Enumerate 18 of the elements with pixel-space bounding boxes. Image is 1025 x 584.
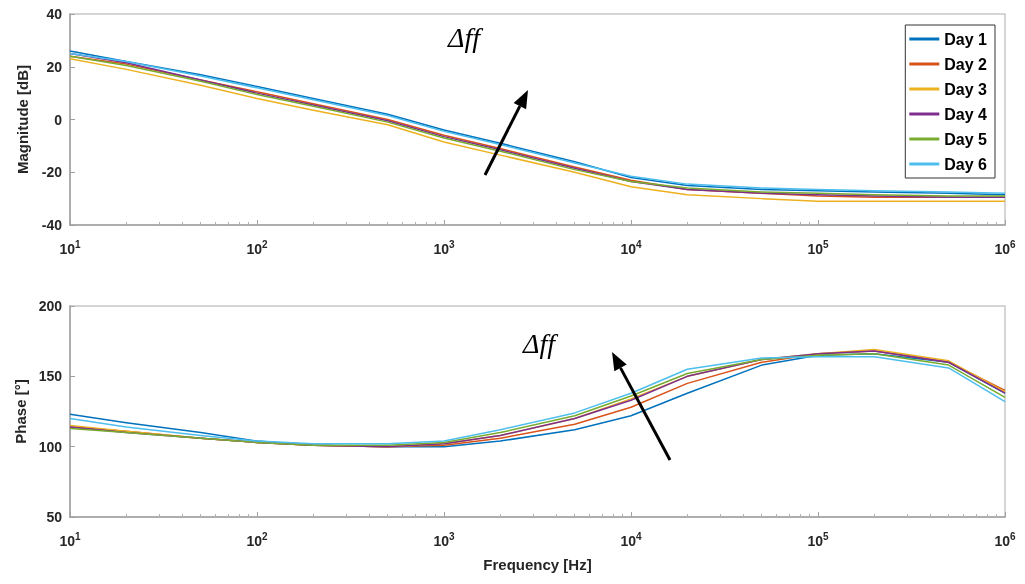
y-tick-label: 40 [46, 6, 63, 22]
y-tick-label: -40 [41, 217, 63, 233]
y-tick-label: -20 [41, 164, 63, 181]
y-tick-label: 0 [54, 111, 63, 128]
y-tick-label: 50 [46, 509, 63, 525]
legend-label: Day 5 [944, 130, 988, 148]
y-axis-title: Magnitude [dB] [14, 64, 31, 175]
legend-label: Day 4 [944, 105, 988, 123]
x-axis-title: Frequency [Hz] [483, 556, 592, 573]
legend-label: Day 1 [944, 30, 988, 48]
y-tick-label: 200 [38, 298, 63, 314]
y-tick-label: 20 [46, 58, 63, 75]
y-tick-label: 150 [38, 368, 63, 385]
legend-label: Day 6 [944, 155, 988, 173]
legend-label: Day 2 [944, 55, 988, 73]
y-tick-label: 100 [38, 438, 63, 455]
y-axis-title: Phase [°] [11, 379, 29, 444]
legend-label: Day 3 [944, 80, 988, 98]
